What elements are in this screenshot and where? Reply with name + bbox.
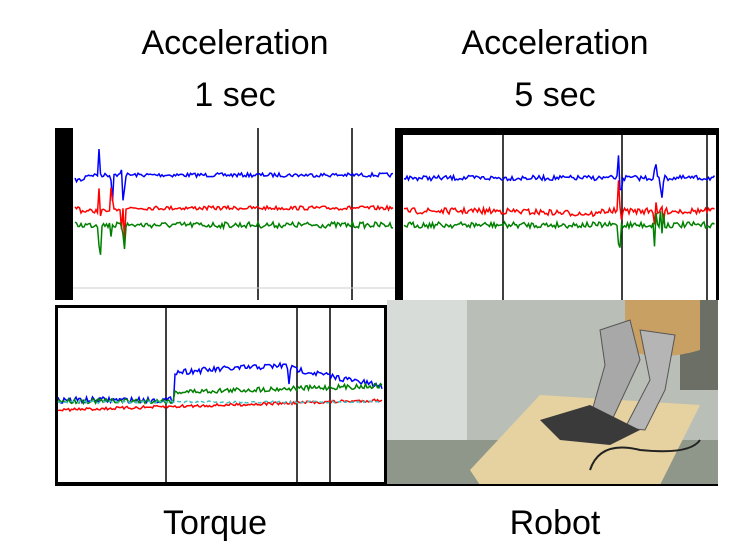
border	[716, 128, 719, 300]
border	[395, 128, 403, 300]
robot-photo	[387, 300, 718, 485]
panel-title: Acceleration	[461, 24, 648, 62]
border	[55, 128, 73, 300]
wall	[387, 300, 467, 450]
panel-subtitle: 1 sec	[194, 76, 275, 114]
plot-background	[55, 128, 395, 300]
figure: Acceleration 1 sec Acceleration 5 sec To…	[0, 0, 732, 548]
plot-panel	[395, 128, 719, 300]
plot-panel	[55, 128, 395, 300]
plot-panel	[57, 306, 386, 484]
panel-title: Robot	[510, 504, 601, 542]
panel-title: Torque	[163, 504, 267, 542]
panel-subtitle: 5 sec	[514, 76, 595, 114]
plot-background	[57, 307, 386, 484]
border	[395, 128, 718, 135]
panel-title: Acceleration	[141, 24, 328, 62]
